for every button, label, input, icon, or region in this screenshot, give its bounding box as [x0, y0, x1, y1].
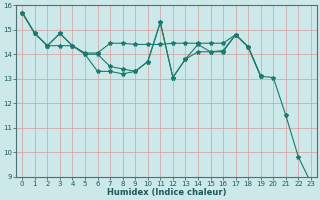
X-axis label: Humidex (Indice chaleur): Humidex (Indice chaleur) [107, 188, 226, 197]
